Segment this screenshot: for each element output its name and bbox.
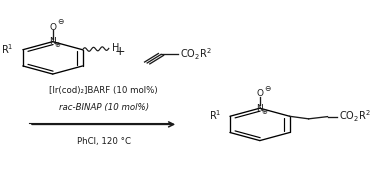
Text: $\oplus$: $\oplus$	[261, 107, 268, 116]
Text: rac-BINAP (10 mol%): rac-BINAP (10 mol%)	[59, 103, 149, 112]
Text: R$^1$: R$^1$	[209, 109, 222, 122]
Text: CO$_2$R$^2$: CO$_2$R$^2$	[339, 108, 370, 124]
Text: N: N	[256, 104, 263, 113]
Text: CO$_2$R$^2$: CO$_2$R$^2$	[180, 46, 212, 62]
Text: O: O	[49, 23, 56, 32]
Text: O: O	[256, 89, 263, 98]
Text: R$^1$: R$^1$	[1, 42, 14, 56]
Text: $\ominus$: $\ominus$	[57, 17, 65, 26]
Text: [Ir(cod)₂]BARF (10 mol%): [Ir(cod)₂]BARF (10 mol%)	[49, 86, 158, 95]
Text: H: H	[112, 43, 120, 53]
Text: $\oplus$: $\oplus$	[54, 40, 61, 49]
Text: $\ominus$: $\ominus$	[264, 84, 272, 93]
Text: N: N	[50, 37, 56, 46]
Text: PhCl, 120 °C: PhCl, 120 °C	[77, 137, 130, 146]
Text: +: +	[115, 45, 125, 58]
